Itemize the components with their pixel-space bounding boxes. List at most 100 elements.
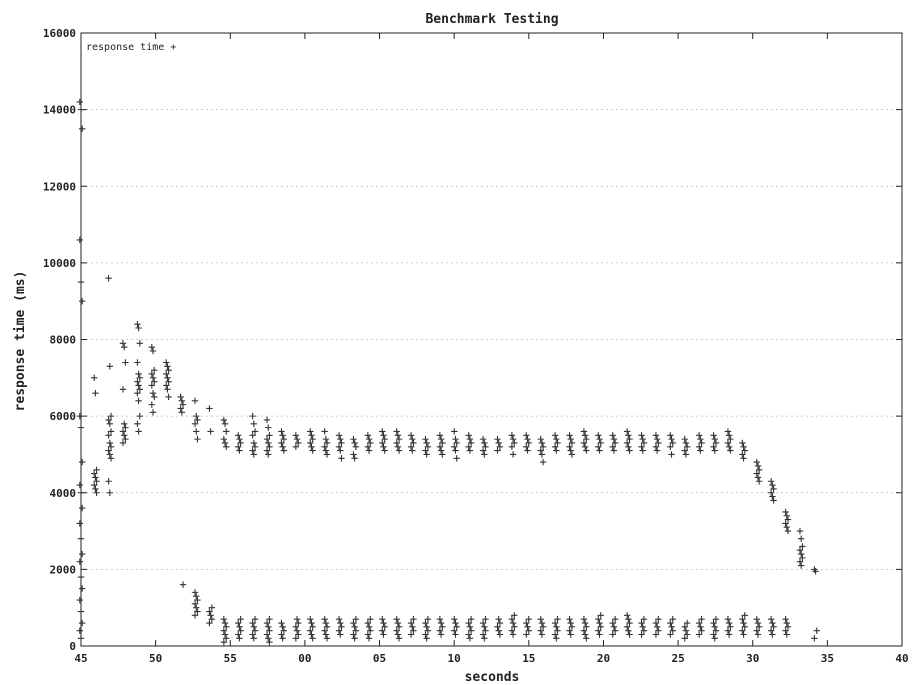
data-point — [596, 631, 603, 638]
data-point — [668, 435, 675, 443]
data-point — [669, 627, 676, 634]
data-point — [724, 428, 732, 435]
x-tick-label: 25 — [671, 652, 684, 665]
data-point — [525, 615, 532, 623]
data-point — [725, 443, 733, 450]
data-point — [638, 631, 645, 638]
data-point — [191, 420, 199, 427]
data-point — [753, 627, 760, 634]
data-point — [309, 623, 316, 631]
data-point — [380, 619, 387, 627]
data-point — [640, 627, 648, 634]
data-point — [741, 447, 748, 454]
data-point — [179, 401, 187, 408]
data-point — [551, 631, 559, 638]
data-point — [367, 627, 374, 634]
data-point — [813, 627, 820, 634]
data-point — [495, 615, 502, 623]
data-point — [495, 627, 502, 634]
data-point — [251, 615, 259, 623]
data-point — [739, 627, 746, 634]
data-point — [79, 458, 86, 466]
data-point — [292, 623, 300, 631]
data-point — [250, 420, 258, 427]
data-point — [134, 389, 141, 397]
data-point — [739, 439, 746, 447]
data-point — [351, 623, 358, 631]
data-point — [380, 432, 387, 439]
data-point — [508, 615, 516, 623]
data-point — [583, 447, 590, 454]
data-point — [235, 619, 242, 627]
data-point — [537, 615, 544, 623]
data-point — [77, 489, 85, 496]
data-point — [121, 343, 128, 351]
data-point — [611, 615, 619, 623]
data-point — [595, 627, 602, 634]
data-point — [364, 631, 372, 638]
data-point — [207, 612, 214, 619]
data-point — [278, 619, 285, 627]
data-point — [623, 439, 631, 447]
data-point — [149, 347, 157, 355]
data-point — [338, 439, 345, 447]
data-point — [667, 443, 674, 450]
data-point — [263, 631, 271, 638]
data-point — [724, 615, 732, 623]
data-point — [292, 443, 300, 450]
data-point — [583, 623, 590, 631]
data-point — [295, 619, 302, 627]
data-point — [770, 623, 777, 631]
data-point — [279, 432, 286, 439]
data-point — [136, 386, 144, 393]
data-point — [265, 439, 272, 447]
data-point — [352, 627, 360, 634]
data-point — [509, 435, 517, 443]
data-point — [755, 478, 763, 485]
data-point — [206, 619, 213, 627]
data-point — [220, 416, 228, 424]
data-point — [681, 635, 688, 642]
data-point — [76, 596, 83, 604]
data-point — [439, 623, 446, 631]
data-point — [754, 631, 762, 638]
data-point — [149, 389, 157, 397]
data-point — [106, 420, 114, 427]
x-tick-label: 15 — [522, 652, 535, 665]
data-point — [554, 615, 561, 623]
data-point — [611, 627, 619, 634]
data-point — [423, 635, 430, 642]
data-point — [191, 589, 199, 596]
data-point — [381, 623, 388, 631]
data-point — [739, 451, 746, 458]
data-point — [669, 439, 676, 447]
data-point — [77, 424, 85, 431]
data-point — [754, 619, 762, 627]
data-point — [811, 635, 818, 642]
data-point — [407, 432, 415, 439]
data-point — [496, 443, 504, 450]
data-point — [91, 374, 98, 382]
data-point — [626, 619, 633, 627]
x-tick-label: 20 — [597, 652, 610, 665]
data-point — [580, 627, 588, 634]
data-point — [395, 435, 403, 443]
data-point — [308, 631, 315, 638]
data-point — [639, 447, 646, 454]
data-point — [236, 447, 243, 454]
data-point — [511, 439, 518, 447]
data-point — [668, 623, 675, 631]
data-point — [235, 631, 242, 638]
data-point — [79, 585, 86, 592]
y-tick-label: 14000 — [43, 104, 76, 117]
data-point — [467, 627, 475, 634]
data-point — [566, 627, 573, 634]
data-point — [437, 435, 445, 443]
data-point — [280, 627, 288, 634]
x-tick-label: 35 — [821, 652, 834, 665]
data-point — [394, 631, 402, 638]
data-point — [452, 447, 459, 454]
data-point — [553, 447, 560, 454]
data-point — [365, 435, 373, 443]
data-point — [755, 623, 763, 631]
